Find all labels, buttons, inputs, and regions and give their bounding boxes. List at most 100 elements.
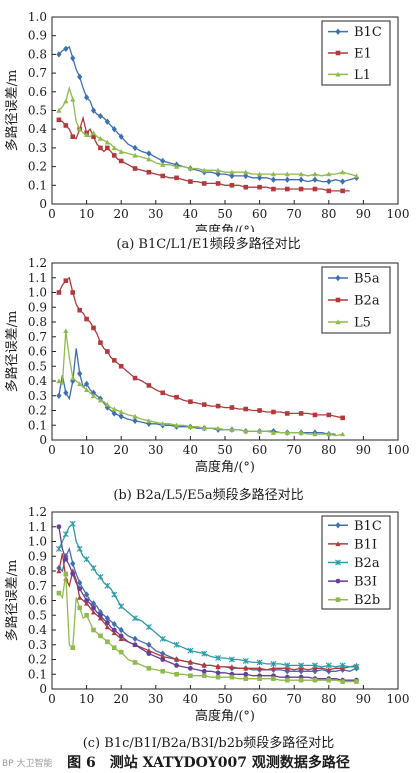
x-tick-label: 30 xyxy=(148,443,163,457)
data-point-l5 xyxy=(77,381,83,387)
data-point-l5 xyxy=(340,431,346,437)
data-point-b1c xyxy=(111,126,117,133)
data-point-l5 xyxy=(298,430,304,435)
data-point-b5a xyxy=(84,380,90,388)
data-point-b2b xyxy=(229,674,235,680)
series-b2a xyxy=(56,276,345,421)
data-point-b2a xyxy=(83,556,90,563)
y-axis-title: 多路径误差/m xyxy=(4,560,20,642)
data-point-b1c xyxy=(63,553,69,560)
legend-swatch-marker xyxy=(335,578,341,584)
data-point-e1 xyxy=(340,188,345,194)
data-point-l1 xyxy=(284,171,290,177)
legend-swatch-marker xyxy=(335,319,341,325)
data-point-b2a xyxy=(70,290,76,295)
y-tick-label: 0.1 xyxy=(28,178,47,192)
data-point-b2b xyxy=(160,669,166,674)
data-point-e1 xyxy=(118,158,124,164)
data-point-b2a xyxy=(97,573,104,580)
data-point-b2b xyxy=(340,679,345,684)
data-point-b1c xyxy=(77,73,83,81)
data-point-b2b xyxy=(118,649,124,655)
data-point-l1 xyxy=(298,171,304,177)
data-point-b1c xyxy=(70,54,76,62)
y-tick-label: 0.1 xyxy=(28,667,47,681)
data-point-b1c xyxy=(63,45,69,52)
data-point-b3i xyxy=(70,571,76,577)
data-point-b1i xyxy=(270,665,277,671)
data-point-b1c xyxy=(312,668,318,675)
x-tick-label: 50 xyxy=(217,207,232,221)
y-tick-label: 0.8 xyxy=(28,315,47,329)
legend-label: B5a xyxy=(354,272,380,287)
y-tick-label: 1.2 xyxy=(28,505,47,519)
series-line-b3i xyxy=(58,526,357,681)
data-point-l5 xyxy=(257,428,263,434)
panel-c-caption: (c) B1c/B1I/B2a/B3I/b2b频段多路径对比 xyxy=(82,736,335,751)
data-point-b1c xyxy=(132,144,138,152)
data-point-b3i xyxy=(188,665,193,671)
data-point-l5 xyxy=(118,409,124,415)
data-point-b2b xyxy=(70,645,76,650)
data-point-b2b xyxy=(77,605,82,611)
y-tick-label: 1.1 xyxy=(28,520,47,534)
data-point-b2a xyxy=(257,408,262,413)
data-point-l5 xyxy=(104,402,110,407)
x-tick-label: 90 xyxy=(356,443,371,457)
data-point-b2b xyxy=(312,677,318,683)
data-point-l1 xyxy=(70,96,76,102)
data-point-b5a xyxy=(70,377,76,385)
data-point-b2b xyxy=(257,676,262,681)
x-tick-label: 60 xyxy=(252,443,267,457)
panel-b-caption: (b) B2a/L5/E5a频段多路径对比 xyxy=(113,488,304,503)
data-point-b1c xyxy=(312,176,318,183)
chart-panel-a: 0 10 20 30 40 50 60 70 80 90 100 0 0.1 0.2 0.3 0.4 0.5 0.… xyxy=(4,10,409,232)
data-point-l5 xyxy=(312,431,318,437)
y-tick-label: 0.4 xyxy=(28,374,47,388)
data-point-b2a xyxy=(284,662,291,669)
data-point-b1c xyxy=(146,150,152,157)
legend-label: B2b xyxy=(354,593,380,608)
series-line-e1 xyxy=(58,115,350,192)
y-tick-label: 0.6 xyxy=(28,85,47,99)
data-point-b1i xyxy=(118,636,124,642)
data-point-b2b xyxy=(174,671,179,677)
data-point-b5a xyxy=(118,413,124,420)
data-point-b5a xyxy=(132,417,138,425)
data-point-b3i xyxy=(91,605,96,611)
data-point-b3i xyxy=(146,651,152,656)
series-l5 xyxy=(56,328,346,437)
series-l1 xyxy=(56,85,360,179)
data-point-b2a xyxy=(104,582,111,589)
data-point-e1 xyxy=(105,145,110,151)
data-point-b1i xyxy=(201,662,207,668)
data-point-l5 xyxy=(160,421,166,426)
data-point-b1i xyxy=(84,600,90,606)
data-point-b2a xyxy=(229,405,235,410)
series-line-b2a xyxy=(58,522,357,668)
data-point-b1i xyxy=(229,664,235,670)
x-tick-label: 80 xyxy=(321,692,336,706)
legend-label: B1C xyxy=(354,25,382,40)
data-point-b2b xyxy=(56,590,62,596)
series-b2a xyxy=(55,520,360,670)
watermark-logo: BP 大卫智能 xyxy=(2,759,53,769)
x-tick-label: 20 xyxy=(114,443,129,457)
data-point-b1c xyxy=(118,133,124,140)
x-tick-label: 20 xyxy=(114,207,129,221)
data-point-b1c xyxy=(340,178,346,185)
data-point-b1i xyxy=(97,615,104,621)
x-tick-label: 100 xyxy=(387,692,410,706)
x-tick-label: 0 xyxy=(48,207,56,221)
data-point-b3i xyxy=(84,598,89,603)
x-tick-label: 90 xyxy=(356,692,371,706)
data-point-b2b xyxy=(132,660,138,665)
data-point-l5 xyxy=(229,427,235,432)
series-line-l1 xyxy=(58,85,357,177)
data-point-b1c xyxy=(97,112,104,120)
data-point-b2a xyxy=(201,402,207,407)
y-tick-label: 0.6 xyxy=(28,594,47,608)
legend-label: E1 xyxy=(354,47,372,62)
y-axis-title: 多路径误差/m xyxy=(4,70,20,152)
data-point-b3i xyxy=(201,668,207,674)
